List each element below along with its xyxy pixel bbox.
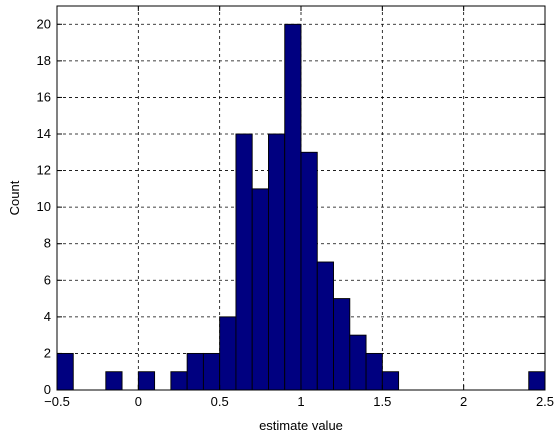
histogram-bar [105, 371, 123, 390]
y-tick-label: 12 [37, 163, 51, 178]
histogram-bar [381, 371, 400, 390]
x-tick-label: −0.5 [44, 394, 70, 409]
x-tick-label: 2 [460, 394, 467, 409]
histogram-bar [170, 371, 188, 390]
histogram-bar [333, 298, 351, 390]
y-tick-label: 0 [44, 382, 51, 397]
histogram-bar [300, 151, 318, 390]
x-tick-label: 0 [135, 394, 142, 409]
axis-ticks [56, 6, 546, 391]
x-tick-labels: −0.5 0 0.5 1 1.5 2 2.5 [44, 394, 554, 409]
histogram-bar [57, 352, 74, 390]
histogram-bar [235, 133, 253, 390]
histogram-bar [316, 261, 334, 390]
histogram-bars [57, 23, 545, 390]
histogram-bar [284, 23, 302, 390]
y-tick-label: 10 [37, 199, 51, 214]
y-tick-label: 8 [44, 236, 51, 251]
y-tick-label: 14 [37, 126, 51, 141]
histogram-bar [219, 316, 237, 390]
y-tick-label: 6 [44, 272, 51, 287]
y-tick-label: 4 [44, 309, 51, 324]
x-tick-label: 1 [297, 394, 304, 409]
y-tick-label: 16 [37, 89, 51, 104]
histogram-bar [268, 133, 286, 390]
histogram-bar [365, 352, 383, 390]
y-tick-labels: 0 2 4 6 8 10 12 14 16 18 20 [37, 16, 51, 397]
y-tick-label: 20 [37, 16, 51, 31]
y-tick-label: 18 [37, 53, 51, 68]
histogram-bar [186, 352, 204, 390]
histogram-bar [202, 352, 221, 390]
y-axis-label: Count [7, 180, 22, 215]
x-tick-label: 0.5 [211, 394, 229, 409]
x-tick-label: 2.5 [536, 394, 554, 409]
histogram-bar [251, 188, 269, 390]
histogram-bar [349, 334, 367, 390]
x-tick-label: 1.5 [373, 394, 391, 409]
y-tick-label: 2 [44, 345, 51, 360]
histogram-bar [137, 371, 156, 390]
x-axis-label: estimate value [259, 418, 343, 433]
histogram-bar [544, 371, 545, 390]
histogram-bar [528, 371, 545, 390]
